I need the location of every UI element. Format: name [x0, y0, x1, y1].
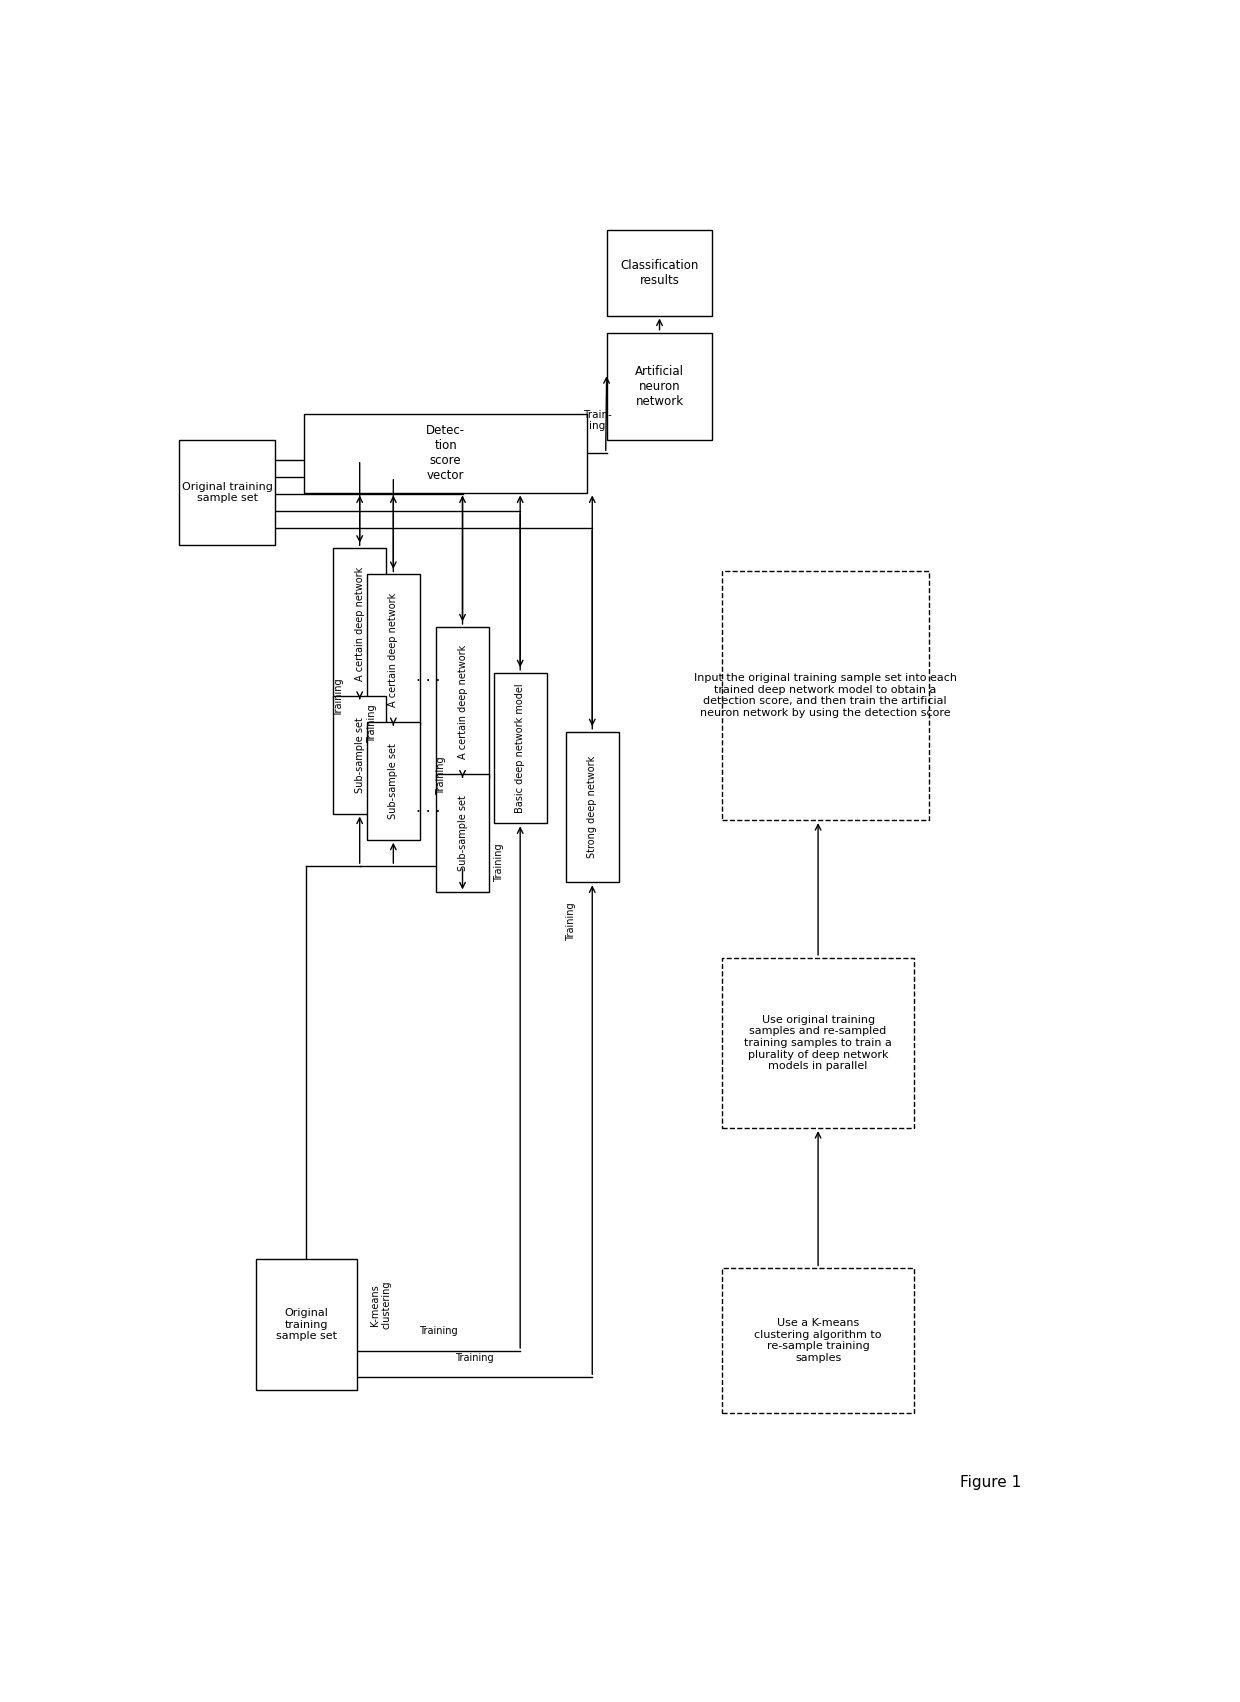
- Bar: [494, 672, 547, 824]
- Text: Use original training
samples and re-sampled
training samples to train a
plurali: Use original training samples and re-sam…: [744, 1014, 892, 1071]
- Bar: [606, 332, 712, 441]
- Text: Input the original training sample set into each
trained deep network model to o: Input the original training sample set i…: [694, 674, 957, 718]
- Text: Original
training
sample set: Original training sample set: [275, 1309, 337, 1341]
- Text: Training: Training: [367, 705, 377, 742]
- Text: Training: Training: [567, 902, 577, 941]
- Bar: [334, 696, 386, 814]
- Text: Sub-sample set: Sub-sample set: [458, 795, 467, 871]
- Text: Original training
sample set: Original training sample set: [181, 482, 273, 504]
- Text: K-means
clustering: K-means clustering: [370, 1282, 392, 1329]
- Text: A certain deep network: A certain deep network: [458, 645, 467, 759]
- Text: Use a K-means
clustering algorithm to
re-sample training
samples: Use a K-means clustering algorithm to re…: [754, 1317, 882, 1363]
- Bar: [436, 774, 489, 892]
- Text: Classification
results: Classification results: [620, 259, 698, 288]
- Text: . . .: . . .: [415, 800, 440, 815]
- Bar: [179, 441, 275, 545]
- Bar: [436, 626, 489, 778]
- Text: Training: Training: [334, 677, 343, 717]
- Text: Sub-sample set: Sub-sample set: [388, 744, 398, 819]
- Text: Figure 1: Figure 1: [961, 1474, 1022, 1489]
- Bar: [367, 575, 420, 725]
- Text: Basic deep network model: Basic deep network model: [515, 683, 526, 814]
- Text: Detec-
tion
score
vector: Detec- tion score vector: [427, 424, 465, 482]
- Bar: [304, 414, 588, 492]
- Text: . . .: . . .: [415, 669, 440, 684]
- Bar: [722, 958, 914, 1128]
- Bar: [367, 722, 420, 839]
- Bar: [606, 230, 712, 315]
- Bar: [722, 572, 929, 820]
- Text: Training: Training: [455, 1353, 494, 1363]
- Text: Train-
ing: Train- ing: [583, 410, 611, 431]
- Text: Training: Training: [436, 757, 446, 795]
- Bar: [334, 548, 386, 700]
- Bar: [722, 1268, 914, 1413]
- Text: Artificial
neuron
network: Artificial neuron network: [635, 364, 684, 408]
- Bar: [565, 732, 619, 882]
- Text: A certain deep network: A certain deep network: [355, 567, 365, 681]
- Text: Strong deep network: Strong deep network: [588, 756, 598, 858]
- Text: Training: Training: [419, 1326, 458, 1336]
- Bar: [255, 1259, 357, 1391]
- Text: A certain deep network: A certain deep network: [388, 592, 398, 706]
- Text: Training: Training: [494, 844, 503, 882]
- Text: Sub-sample set: Sub-sample set: [355, 717, 365, 793]
